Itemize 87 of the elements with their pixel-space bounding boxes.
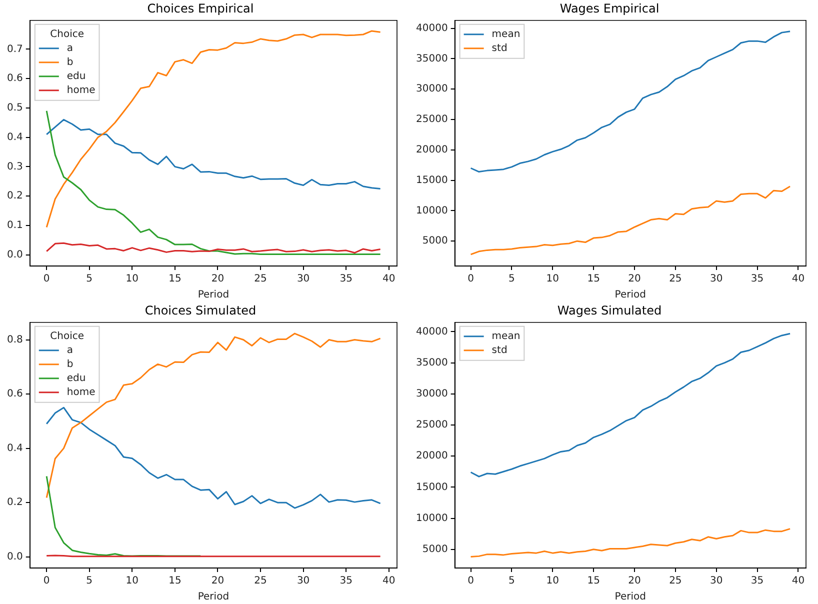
y-tick-label: 5000 bbox=[422, 236, 448, 247]
x-tick-label: 0 bbox=[468, 274, 474, 285]
x-tick-label: 20 bbox=[211, 274, 224, 285]
legend-label: edu bbox=[66, 372, 86, 384]
legend-label: edu bbox=[66, 70, 86, 82]
x-tick-label: 20 bbox=[211, 576, 224, 587]
x-tick-label: 25 bbox=[254, 274, 267, 285]
y-tick-label: 25000 bbox=[416, 114, 448, 126]
y-tick-label: 30000 bbox=[416, 388, 448, 400]
x-tick-label: 30 bbox=[710, 274, 723, 285]
x-tick-label: 35 bbox=[340, 576, 352, 587]
y-tick-label: 0.2 bbox=[6, 190, 23, 202]
chart-title: Wages Simulated bbox=[557, 303, 662, 318]
x-tick-label: 30 bbox=[296, 274, 310, 285]
x-tick-label: 25 bbox=[254, 576, 267, 587]
y-tick-label: 25000 bbox=[416, 420, 448, 431]
x-tick-label: 10 bbox=[546, 576, 560, 587]
y-tick-label: 0.4 bbox=[6, 442, 23, 454]
legend-title: Choice bbox=[50, 28, 84, 40]
y-tick-label: 0.5 bbox=[6, 102, 23, 114]
chart-title: Choices Empirical bbox=[147, 1, 254, 16]
legend-label: std bbox=[492, 42, 508, 54]
y-tick-label: 0.0 bbox=[6, 249, 23, 260]
y-tick-label: 0.8 bbox=[6, 334, 23, 346]
x-tick-label: 30 bbox=[296, 576, 310, 587]
y-tick-label: 10000 bbox=[416, 512, 448, 524]
x-tick-label: 40 bbox=[382, 576, 396, 587]
x-tick-label: 40 bbox=[382, 274, 396, 285]
y-tick-label: 0.6 bbox=[6, 73, 23, 84]
legend-label: b bbox=[66, 56, 74, 68]
x-tick-label: 0 bbox=[43, 274, 50, 285]
x-tick-label: 25 bbox=[669, 274, 682, 285]
x-tick-label: 20 bbox=[628, 576, 641, 587]
y-tick-label: 40000 bbox=[416, 326, 448, 338]
y-tick-label: 20000 bbox=[416, 144, 448, 156]
x-axis-title: Period bbox=[198, 290, 230, 301]
y-tick-label: 5000 bbox=[422, 544, 448, 555]
y-tick-label: 15000 bbox=[416, 482, 448, 493]
x-tick-label: 10 bbox=[126, 274, 139, 285]
x-tick-label: 5 bbox=[86, 274, 93, 285]
y-tick-label: 15000 bbox=[416, 174, 448, 186]
legend-title: Choice bbox=[50, 330, 84, 342]
y-tick-label: 10000 bbox=[416, 205, 448, 216]
x-tick-label: 10 bbox=[126, 576, 139, 587]
x-tick-label: 40 bbox=[792, 274, 805, 285]
chart-title: Wages Empirical bbox=[560, 1, 660, 16]
x-tick-label: 40 bbox=[792, 576, 805, 587]
legend-label: mean bbox=[492, 330, 520, 342]
x-tick-label: 5 bbox=[508, 576, 515, 587]
y-tick-label: 0.4 bbox=[6, 132, 23, 143]
y-tick-label: 0.6 bbox=[6, 388, 23, 400]
x-axis-title: Period bbox=[614, 592, 646, 603]
legend-label: home bbox=[66, 84, 96, 96]
y-tick-label: 0.0 bbox=[6, 551, 23, 562]
x-tick-label: 15 bbox=[587, 274, 600, 285]
x-tick-label: 0 bbox=[43, 576, 50, 587]
x-tick-label: 15 bbox=[168, 274, 182, 285]
x-tick-label: 5 bbox=[508, 274, 515, 285]
x-tick-label: 35 bbox=[750, 576, 764, 587]
y-tick-label: 40000 bbox=[416, 22, 448, 34]
chart-title: Choices Simulated bbox=[144, 303, 256, 318]
x-axis-title: Period bbox=[614, 290, 646, 301]
legend-label: b bbox=[66, 358, 74, 370]
x-tick-label: 35 bbox=[340, 274, 352, 285]
x-tick-label: 35 bbox=[750, 274, 764, 285]
legend-label: home bbox=[66, 386, 96, 398]
x-tick-label: 30 bbox=[710, 576, 723, 587]
legend-label: a bbox=[66, 42, 74, 54]
x-tick-label: 5 bbox=[86, 576, 93, 587]
y-tick-label: 0.2 bbox=[6, 497, 23, 508]
x-tick-label: 10 bbox=[546, 274, 560, 285]
x-tick-label: 25 bbox=[669, 576, 682, 587]
y-tick-label: 35000 bbox=[416, 357, 448, 368]
legend-label: a bbox=[66, 344, 74, 356]
y-tick-label: 0.7 bbox=[6, 44, 23, 55]
legend-label: std bbox=[492, 344, 508, 356]
legend-label: mean bbox=[492, 28, 520, 40]
y-tick-label: 0.3 bbox=[6, 161, 23, 172]
y-tick-label: 35000 bbox=[416, 53, 448, 64]
x-tick-label: 15 bbox=[168, 576, 182, 587]
x-tick-label: 0 bbox=[468, 576, 474, 587]
x-tick-label: 15 bbox=[587, 576, 600, 587]
y-tick-label: 0.1 bbox=[6, 220, 23, 232]
x-axis-title: Period bbox=[198, 592, 230, 603]
x-tick-label: 20 bbox=[628, 274, 641, 285]
y-tick-label: 30000 bbox=[416, 84, 448, 95]
y-tick-label: 20000 bbox=[416, 450, 448, 462]
